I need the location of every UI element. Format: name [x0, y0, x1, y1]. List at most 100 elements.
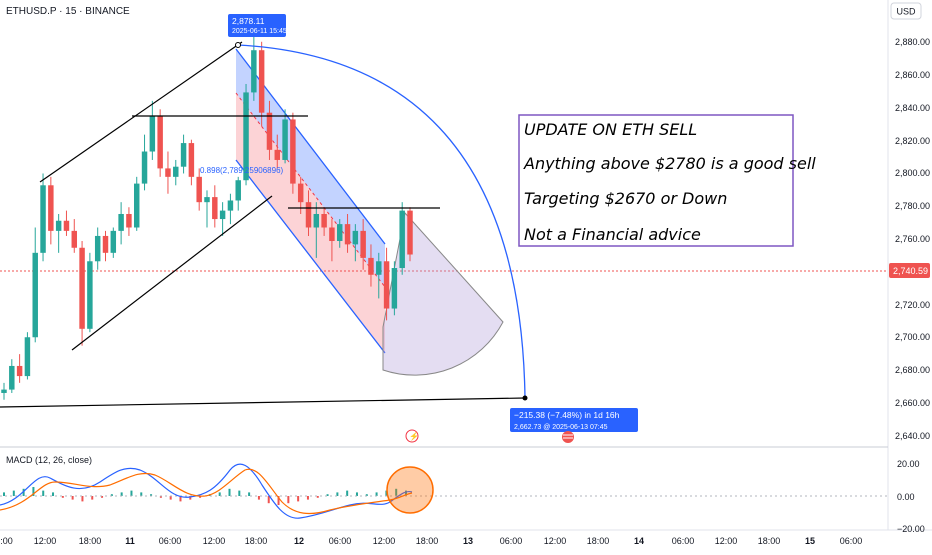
macd-histogram-bar — [42, 490, 45, 496]
price-tick: 2,660.00 — [895, 398, 930, 408]
wedge-lower-line — [71, 195, 273, 351]
arc-start-point — [235, 42, 241, 48]
currency-button[interactable]: USD — [890, 2, 922, 20]
candle-body — [9, 365, 15, 390]
support-line — [0, 397, 526, 408]
macd-histogram-bar — [120, 492, 123, 496]
candle-body — [165, 168, 171, 177]
time-tick: 11 — [125, 536, 135, 546]
candle-body — [344, 224, 351, 245]
candle-body — [368, 257, 374, 275]
macd-histogram-bar — [297, 496, 300, 502]
macd-histogram-bar — [287, 496, 290, 504]
channel-mid-line — [235, 92, 386, 288]
candle-body — [94, 235, 101, 262]
channel-bottom-line — [235, 159, 386, 354]
candle-body — [290, 119, 296, 184]
macd-histogram-bar — [71, 496, 74, 500]
drawings-back — [235, 48, 504, 376]
candle-body — [391, 268, 398, 309]
candle-body — [243, 92, 249, 181]
high-date: 2025-06-11 15:45 — [232, 28, 287, 35]
candle-body — [157, 116, 163, 169]
candle-body — [141, 151, 148, 184]
macd-line — [0, 463, 413, 519]
macd-histogram-bar — [110, 494, 113, 496]
macd-histogram-bar — [169, 496, 172, 500]
macd-tick: −20.00 — [897, 524, 925, 534]
candle-body — [360, 230, 366, 258]
candles — [1, 28, 413, 400]
macd-histogram-bar — [375, 492, 378, 496]
macd-histogram-bar — [140, 492, 143, 496]
candle-body — [1, 389, 7, 393]
macd-histogram-bar — [238, 490, 241, 496]
macd-histogram-bar — [101, 496, 104, 498]
macd-histogram-bar — [306, 496, 309, 500]
candle-body — [126, 213, 132, 228]
candle-body — [196, 176, 202, 203]
macd-tick: 0.00 — [897, 492, 915, 502]
candle-body — [102, 235, 109, 253]
wedge-upper-line — [39, 41, 243, 183]
measure-label-box — [510, 408, 638, 432]
candle-body — [258, 50, 265, 113]
macd-histogram-bar — [248, 492, 251, 496]
signal-line — [0, 468, 413, 515]
candle-body — [336, 224, 343, 242]
annotation-box[interactable]: UPDATE ON ETH SELL Anything above $2780 … — [518, 114, 816, 247]
macd-histogram-bar — [150, 494, 153, 496]
annotation-line: Not a Financial advice — [524, 225, 701, 244]
candle-body — [48, 185, 54, 231]
macd-histogram-bar — [61, 496, 64, 498]
macd-histogram-bar — [257, 496, 260, 500]
time-tick: 12 — [294, 536, 304, 546]
lightning-icon: ⚡ — [409, 431, 419, 441]
price-ticks: 2,880.00 2,860.00 2,840.00 2,820.00 2,80… — [895, 37, 930, 441]
candle-body — [149, 116, 156, 152]
macd-histogram-bar — [346, 490, 349, 496]
us-flag-icon[interactable] — [562, 431, 574, 443]
price-tick: 2,780.00 — [895, 201, 930, 211]
candle-body — [219, 210, 226, 220]
price-tick: 2,760.00 — [895, 234, 930, 244]
candle-body — [32, 252, 38, 338]
macd-histogram-bar — [179, 496, 182, 502]
high-label-box — [228, 14, 286, 37]
price-tick: 2,640.00 — [895, 431, 930, 441]
candle-body — [71, 230, 78, 248]
high-price: 2,878.11 — [232, 16, 265, 26]
time-tick: 06:00 — [159, 536, 182, 546]
macd-histogram-bar — [316, 496, 319, 498]
candle-body — [383, 261, 390, 309]
macd-title: MACD (12, 26, close) — [6, 455, 92, 465]
candle-body — [321, 213, 327, 228]
macd-histogram-bar — [32, 487, 35, 496]
macd-histogram-bar — [159, 496, 162, 498]
fan-sector — [382, 211, 504, 376]
candle-body — [173, 166, 179, 177]
time-tick: 13 — [463, 536, 473, 546]
event-icon[interactable] — [405, 429, 419, 443]
price-tick: 2,720.00 — [895, 300, 930, 310]
candle-body — [110, 230, 117, 253]
macd-histogram-bar — [405, 490, 407, 496]
time-tick: 12:00 — [715, 536, 738, 546]
macd-histogram-bar — [91, 496, 94, 500]
candle-body — [266, 112, 273, 150]
price-tick: 2,880.00 — [895, 37, 930, 47]
time-tick: 06:00 — [500, 536, 523, 546]
candle-body — [251, 50, 257, 93]
macd-histogram-bar — [228, 488, 231, 496]
measure-line1: −215.38 (−7.48%) in 1d 16h — [514, 410, 620, 420]
time-tick: 18:00 — [79, 536, 102, 546]
candle-body — [313, 213, 320, 228]
candle-body — [204, 197, 210, 203]
symbol-title: ETHUSD.P · 15 · BINANCE — [6, 6, 130, 17]
macd-histogram-bar — [81, 496, 84, 502]
time-tick: 18:00 — [245, 536, 268, 546]
time-tick: 15 — [805, 536, 815, 546]
macd-histogram-bar — [130, 490, 133, 496]
